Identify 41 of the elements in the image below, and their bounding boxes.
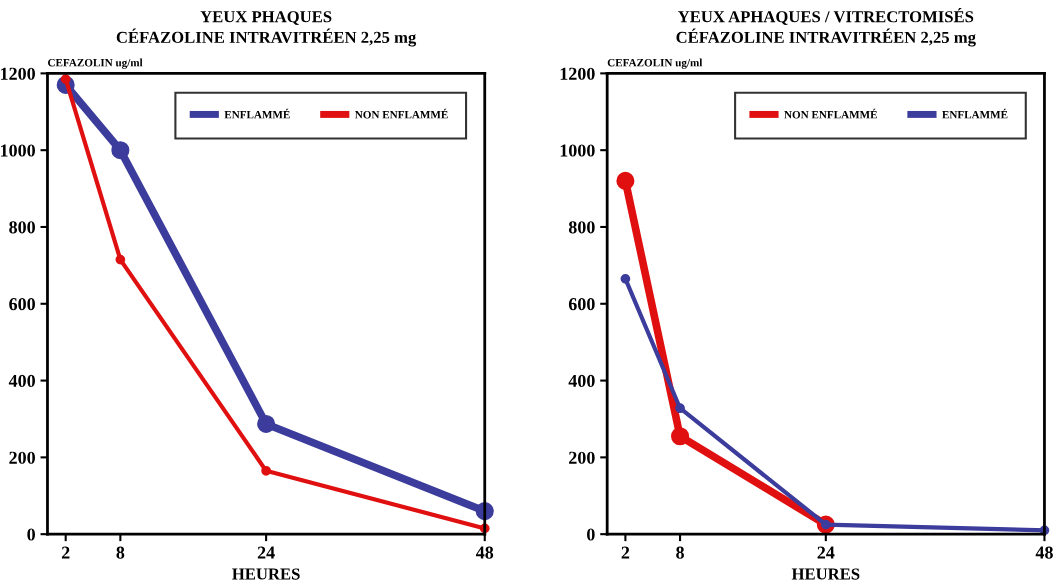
legend-label: NON ENFLAMMÉ — [354, 108, 448, 119]
x-tick-label: 2 — [621, 546, 630, 559]
x-tick-label: 24 — [817, 546, 835, 559]
y-tick-label: 1200 — [560, 67, 595, 80]
y-tick-label: 200 — [569, 451, 595, 464]
y-tick-label: 800 — [568, 221, 595, 234]
x-tick-label: 2 — [61, 546, 70, 559]
point — [257, 414, 276, 433]
y-axis-title: CEFAZOLIN ug/ml — [607, 58, 703, 69]
y-tick-label: 1200 — [1, 67, 35, 80]
y-tick-label: 0 — [27, 528, 35, 541]
x-tick-label: 48 — [475, 546, 494, 559]
point — [60, 74, 71, 84]
x-tick-label: 8 — [676, 546, 684, 559]
y-tick-label: 600 — [9, 298, 35, 311]
x-tick-label: 8 — [116, 546, 125, 559]
point — [620, 273, 631, 284]
x-tick-label: 48 — [1035, 546, 1053, 559]
point — [111, 141, 130, 160]
y-tick-label: 1000 — [560, 144, 595, 157]
point — [616, 171, 635, 190]
chart-title: YEUX APHAQUES / VITRECTOMISÉS CÉFAZOLINE INTRAVITRÉEN 2,25 mg — [676, 7, 976, 47]
y-tick-label: 800 — [9, 221, 35, 234]
x-axis-title: HEURES — [791, 568, 860, 580]
y-tick-label: 400 — [8, 374, 35, 388]
y-tick-label: 0 — [587, 528, 595, 541]
x-axis-title: HEURES — [232, 568, 300, 580]
legend-label: NON ENFLAMMÉ — [784, 108, 877, 119]
point — [115, 254, 126, 265]
y-tick-label: 200 — [9, 451, 35, 464]
y-tick-label: 400 — [568, 374, 595, 388]
y-tick-label: 1000 — [1, 144, 35, 157]
y-tick-label: 600 — [568, 298, 595, 311]
legend-label: ENFLAMMÉ — [224, 108, 290, 119]
point — [675, 403, 685, 414]
y-axis-title: CEFAZOLIN ug/ml — [48, 58, 143, 69]
point — [671, 427, 690, 446]
chart-title: YEUX PHAQUES CÉFAZOLINE INTRAVITRÉEN 2,25 mg — [116, 11, 417, 47]
x-tick-label: 24 — [257, 546, 275, 559]
legend-label: ENFLAMMÉ — [942, 108, 1008, 119]
point — [261, 465, 271, 476]
